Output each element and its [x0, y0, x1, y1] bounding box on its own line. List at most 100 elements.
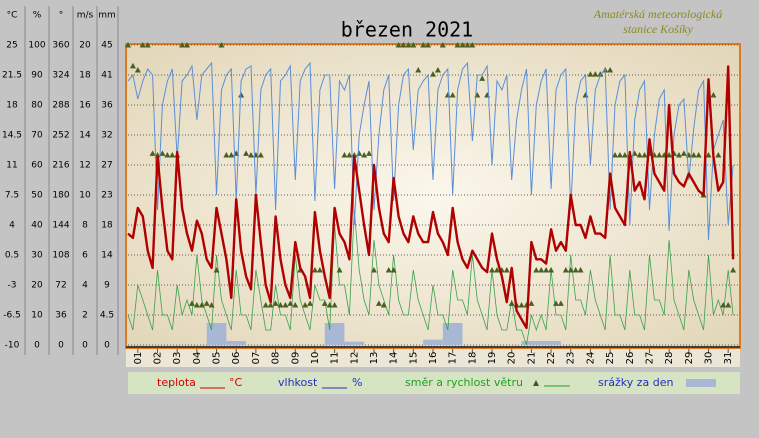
y-tick-label: 14 [101, 251, 113, 261]
wind-direction [469, 42, 476, 48]
wind-direction [198, 302, 205, 308]
y-tick-label: 100 [28, 41, 45, 51]
y-tick-label: 14.5 [2, 131, 22, 141]
wind-direction [267, 302, 274, 308]
x-tick-label: 17 [448, 352, 459, 365]
wind-direction [341, 152, 348, 158]
y-tick-label: 14 [79, 131, 91, 141]
precip-bar [521, 341, 542, 345]
y-tick-label: 0 [34, 341, 40, 351]
y-tick-label: 36 [55, 311, 67, 321]
x-tick-label: 16 [428, 352, 439, 365]
wind-direction [125, 42, 131, 48]
wind-direction [243, 150, 250, 156]
precip-bar [226, 341, 247, 345]
y-tick-label: 180 [52, 191, 69, 201]
y-tick-label: 0 [58, 341, 64, 351]
y-tick-label: 4 [82, 281, 88, 291]
precip-bar [344, 341, 365, 345]
x-tick-label: 21 [526, 352, 537, 365]
legend-label: vlhkost [278, 376, 318, 389]
precip-bar [541, 341, 561, 345]
y-tick-label: 18 [6, 101, 18, 111]
y-tick-label: 144 [52, 221, 69, 231]
wind-direction [400, 42, 407, 48]
wind-direction [607, 67, 614, 73]
y-tick-label: 80 [31, 101, 43, 111]
x-tick-label: 23 [566, 352, 577, 365]
wind-direction [430, 71, 436, 77]
legend-label: srážky za den [598, 376, 674, 389]
wind-direction [311, 267, 318, 273]
x-tick-label: 20 [507, 352, 518, 365]
x-tick-label: 26 [625, 352, 636, 365]
y-tick-label: 0.5 [5, 251, 19, 261]
x-tick-label: 09 [290, 352, 301, 365]
wind-direction [592, 71, 599, 77]
legend-label: směr a rychlost větru [405, 376, 523, 389]
wind-direction [331, 302, 338, 308]
y-tick-label: -6.5 [3, 311, 21, 321]
y-tick-label: 12 [79, 161, 90, 171]
wind-direction [375, 300, 382, 306]
wind-direction [538, 267, 545, 273]
legend-unit: °C [229, 376, 243, 389]
wind-direction [370, 267, 377, 273]
wind-direction [277, 302, 284, 308]
wind-direction [493, 267, 500, 273]
wind-direction [203, 300, 210, 306]
x-tick-label: 30 [703, 352, 714, 365]
wind-direction [597, 71, 604, 77]
wind-direction [454, 42, 461, 48]
wind-direction [193, 302, 200, 308]
wind-direction [552, 300, 559, 306]
wind-direction [228, 152, 235, 158]
wind-direction [385, 267, 392, 273]
wind-direction [257, 152, 264, 158]
y-tick-label: 20 [79, 41, 91, 51]
wind-direction [675, 152, 682, 158]
day-strip [126, 349, 740, 367]
y-tick-label: 0 [82, 341, 88, 351]
wind-direction [562, 267, 569, 273]
wind-direction [680, 150, 687, 156]
y-tick-label: 4.5 [100, 311, 114, 321]
wind-direction [149, 150, 156, 156]
y-tick-label: 21.5 [2, 71, 22, 81]
plot-layer: °C-10-6.5-30.547.51114.51821.525%0102030… [2, 6, 738, 364]
wind-direction [464, 42, 471, 48]
y-tick-label: 60 [31, 161, 43, 171]
wind-direction [666, 152, 673, 158]
y-tick-label: 252 [52, 131, 69, 141]
y-tick-label: 216 [52, 161, 69, 171]
x-tick-label: 25 [605, 352, 616, 365]
plot-area [125, 43, 741, 349]
wind-direction [705, 152, 712, 158]
x-tick-label: 24 [585, 352, 596, 365]
x-tick-label: 10 [310, 352, 321, 365]
precip-bar [324, 323, 345, 345]
y-tick-label: 41 [101, 71, 112, 81]
wind-direction [503, 267, 510, 273]
y-tick-label: 40 [31, 221, 43, 231]
y-tick-label: 16 [79, 101, 91, 111]
axis-unit: mm [98, 11, 116, 21]
wind-direction [489, 267, 496, 273]
wind-direction [272, 300, 279, 306]
precip-bar [442, 323, 463, 345]
wind-direction [557, 300, 564, 306]
wind-direction [164, 152, 171, 158]
legend-unit: % [352, 376, 362, 389]
wind-direction [129, 62, 136, 69]
precip-bar [206, 323, 227, 345]
x-tick-label: 06 [231, 352, 242, 365]
wind-direction [508, 300, 515, 306]
axis-unit: ° [59, 11, 64, 21]
x-tick-label: 02 [153, 352, 164, 365]
wind-direction [567, 267, 574, 273]
x-tick-label: 31 [723, 352, 734, 365]
wind-direction [425, 42, 432, 48]
wind-direction [720, 302, 727, 308]
y-tick-label: 25 [6, 41, 17, 51]
x-tick-label: 01 [133, 352, 144, 365]
